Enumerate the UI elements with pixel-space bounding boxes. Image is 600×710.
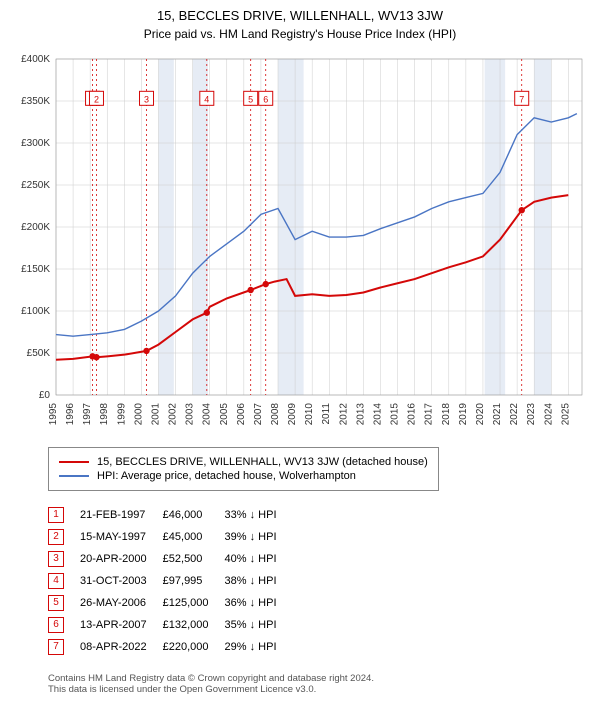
sales-table: 1 21-FEB-1997£46,00033% ↓ HPI 2 15-MAY-1997… xyxy=(48,501,293,661)
sale-price: £45,000 xyxy=(163,529,225,545)
svg-text:3: 3 xyxy=(144,94,149,104)
sale-marker-icon: 6 xyxy=(48,617,64,633)
svg-text:1996: 1996 xyxy=(65,403,76,426)
sale-marker-icon: 4 xyxy=(48,573,64,589)
page-subtitle: Price paid vs. HM Land Registry's House … xyxy=(8,27,592,41)
svg-text:£50K: £50K xyxy=(27,348,51,359)
sale-date: 20-APR-2000 xyxy=(80,551,163,567)
sale-delta: 40% ↓ HPI xyxy=(225,551,293,567)
legend-swatch xyxy=(59,461,89,463)
svg-text:£250K: £250K xyxy=(21,180,50,191)
svg-text:2007: 2007 xyxy=(253,403,264,426)
sale-marker-icon: 5 xyxy=(48,595,64,611)
svg-text:2017: 2017 xyxy=(424,403,435,426)
svg-text:6: 6 xyxy=(263,94,268,104)
svg-text:1997: 1997 xyxy=(82,403,93,426)
sale-delta: 36% ↓ HPI xyxy=(225,595,293,611)
table-row: 5 26-MAY-2006£125,00036% ↓ HPI xyxy=(48,595,293,611)
svg-text:1999: 1999 xyxy=(116,403,127,426)
sale-delta: 33% ↓ HPI xyxy=(225,507,293,523)
svg-text:2012: 2012 xyxy=(338,403,349,426)
svg-text:1995: 1995 xyxy=(48,403,59,426)
legend-row: 15, BECCLES DRIVE, WILLENHALL, WV13 3JW … xyxy=(59,456,428,468)
svg-text:2002: 2002 xyxy=(168,403,179,426)
sale-price: £97,995 xyxy=(163,573,225,589)
svg-text:2008: 2008 xyxy=(270,403,281,426)
svg-text:2016: 2016 xyxy=(407,403,418,426)
legend-label: HPI: Average price, detached house, Wolv… xyxy=(97,470,356,482)
svg-text:£0: £0 xyxy=(39,390,51,401)
legend-label: 15, BECCLES DRIVE, WILLENHALL, WV13 3JW … xyxy=(97,456,428,468)
svg-text:2: 2 xyxy=(94,94,99,104)
sale-date: 21-FEB-1997 xyxy=(80,507,163,523)
svg-text:1998: 1998 xyxy=(99,403,110,426)
footer: Contains HM Land Registry data © Crown c… xyxy=(48,673,592,695)
svg-text:2001: 2001 xyxy=(150,403,161,426)
sale-price: £46,000 xyxy=(163,507,225,523)
svg-text:2003: 2003 xyxy=(185,403,196,426)
sale-delta: 38% ↓ HPI xyxy=(225,573,293,589)
svg-text:4: 4 xyxy=(204,94,209,104)
sale-date: 26-MAY-2006 xyxy=(80,595,163,611)
svg-text:£100K: £100K xyxy=(21,306,50,317)
sale-price: £125,000 xyxy=(163,595,225,611)
svg-text:7: 7 xyxy=(519,94,524,104)
sale-delta: 39% ↓ HPI xyxy=(225,529,293,545)
svg-text:2024: 2024 xyxy=(543,403,554,426)
table-row: 4 31-OCT-2003£97,99538% ↓ HPI xyxy=(48,573,293,589)
chart-container: £0 £50K £100K £150K £200K £250K £300K £350K £400… xyxy=(8,49,592,439)
title-block: 15, BECCLES DRIVE, WILLENHALL, WV13 3JW … xyxy=(8,8,592,41)
sale-date: 15-MAY-1997 xyxy=(80,529,163,545)
svg-text:2000: 2000 xyxy=(133,403,144,426)
table-row: 2 15-MAY-1997£45,00039% ↓ HPI xyxy=(48,529,293,545)
svg-text:5: 5 xyxy=(248,94,253,104)
sale-date: 08-APR-2022 xyxy=(80,639,163,655)
footer-line: Contains HM Land Registry data © Crown c… xyxy=(48,673,592,684)
sale-date: 31-OCT-2003 xyxy=(80,573,163,589)
legend: 15, BECCLES DRIVE, WILLENHALL, WV13 3JW … xyxy=(48,447,439,491)
svg-text:2018: 2018 xyxy=(441,403,452,426)
table-row: 6 13-APR-2007£132,00035% ↓ HPI xyxy=(48,617,293,633)
sale-marker-icon: 7 xyxy=(48,639,64,655)
svg-text:2022: 2022 xyxy=(509,403,520,426)
svg-text:2015: 2015 xyxy=(390,403,401,426)
svg-text:2010: 2010 xyxy=(304,403,315,426)
table-row: 7 08-APR-2022£220,00029% ↓ HPI xyxy=(48,639,293,655)
svg-text:£350K: £350K xyxy=(21,96,50,107)
svg-text:2025: 2025 xyxy=(560,403,571,426)
svg-text:2004: 2004 xyxy=(202,403,213,426)
legend-row: HPI: Average price, detached house, Wolv… xyxy=(59,470,428,482)
sale-delta: 29% ↓ HPI xyxy=(225,639,293,655)
svg-text:2023: 2023 xyxy=(526,403,537,426)
table-row: 3 20-APR-2000£52,50040% ↓ HPI xyxy=(48,551,293,567)
svg-text:£150K: £150K xyxy=(21,264,50,275)
legend-swatch xyxy=(59,475,89,477)
svg-text:2009: 2009 xyxy=(287,403,298,426)
svg-text:2011: 2011 xyxy=(321,403,332,425)
footer-line: This data is licensed under the Open Gov… xyxy=(48,684,592,695)
svg-text:2013: 2013 xyxy=(355,403,366,426)
svg-text:2014: 2014 xyxy=(372,403,383,426)
svg-text:2020: 2020 xyxy=(475,403,486,426)
svg-text:£300K: £300K xyxy=(21,138,50,149)
sale-marker-icon: 1 xyxy=(48,507,64,523)
sale-marker-icon: 3 xyxy=(48,551,64,567)
svg-text:£200K: £200K xyxy=(21,222,50,233)
sale-price: £52,500 xyxy=(163,551,225,567)
svg-text:2019: 2019 xyxy=(458,403,469,426)
sale-delta: 35% ↓ HPI xyxy=(225,617,293,633)
price-chart: £0 £50K £100K £150K £200K £250K £300K £350K £400… xyxy=(8,49,592,439)
svg-text:2021: 2021 xyxy=(492,403,503,426)
svg-text:£400K: £400K xyxy=(21,54,50,65)
sale-price: £132,000 xyxy=(163,617,225,633)
sale-price: £220,000 xyxy=(163,639,225,655)
sale-date: 13-APR-2007 xyxy=(80,617,163,633)
sale-marker-icon: 2 xyxy=(48,529,64,545)
svg-text:2006: 2006 xyxy=(236,403,247,426)
table-row: 1 21-FEB-1997£46,00033% ↓ HPI xyxy=(48,507,293,523)
svg-text:2005: 2005 xyxy=(219,403,230,426)
page-title: 15, BECCLES DRIVE, WILLENHALL, WV13 3JW xyxy=(8,8,592,23)
